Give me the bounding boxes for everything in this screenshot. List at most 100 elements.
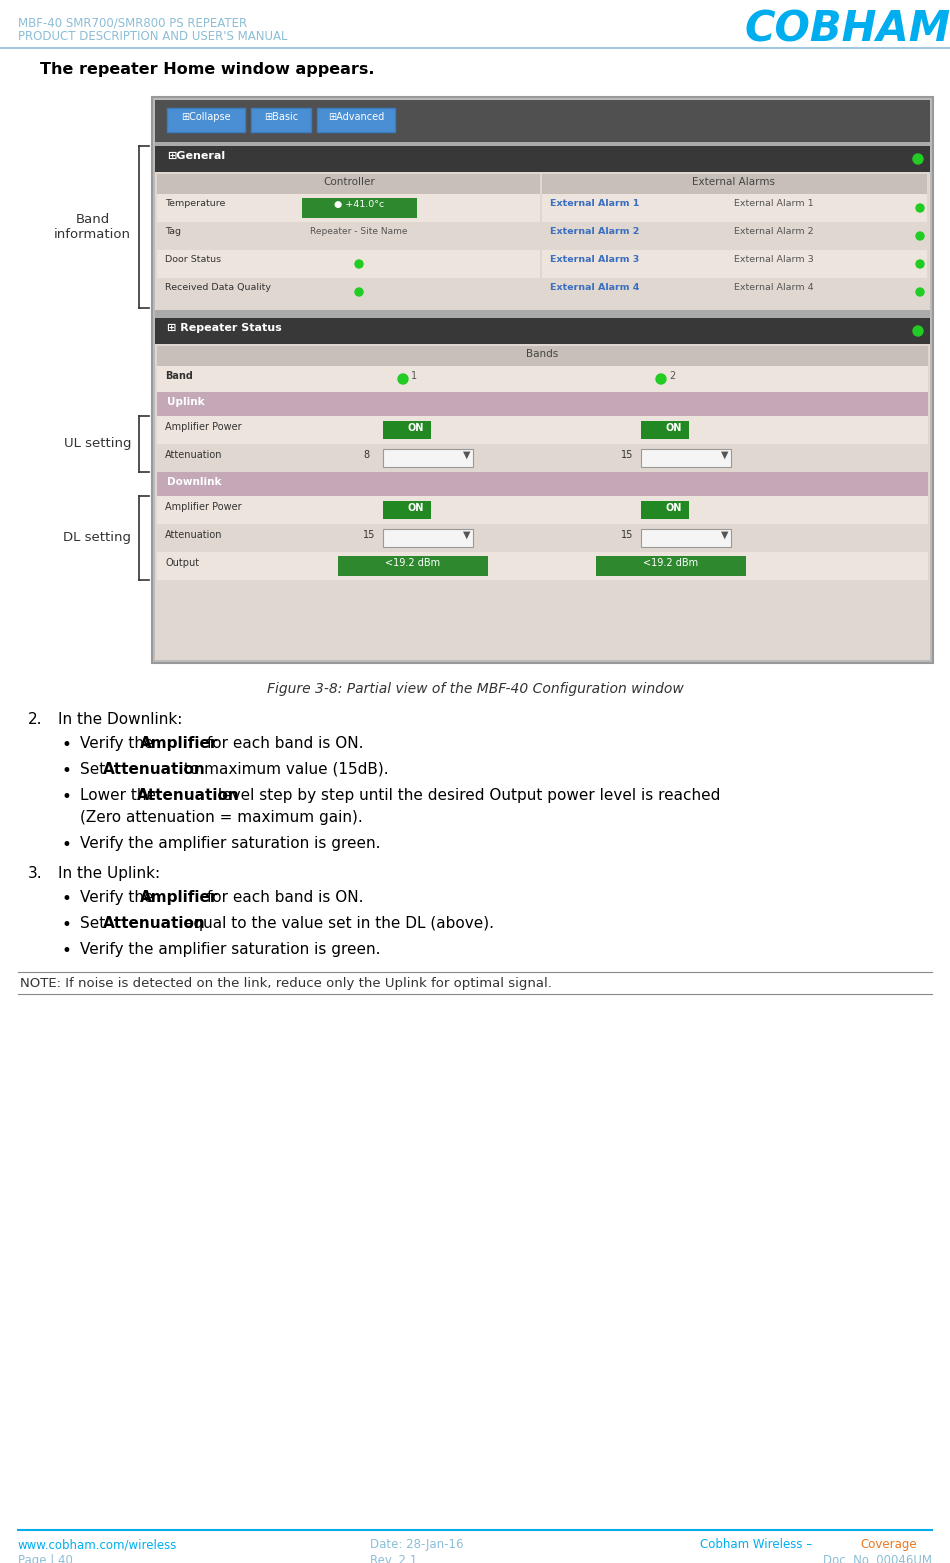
Bar xyxy=(542,173,927,194)
Text: (Zero attenuation = maximum gain).: (Zero attenuation = maximum gain). xyxy=(80,810,363,825)
Bar xyxy=(157,472,928,495)
Text: Coverage: Coverage xyxy=(860,1538,917,1550)
Text: Controller: Controller xyxy=(323,177,375,188)
Text: Figure 3-8: Partial view of the MBF-40 Configuration window: Figure 3-8: Partial view of the MBF-40 C… xyxy=(267,681,683,696)
Text: ▼: ▼ xyxy=(463,450,470,460)
Bar xyxy=(157,278,540,306)
Bar xyxy=(596,556,746,577)
Text: ⊞Advanced: ⊞Advanced xyxy=(328,113,384,122)
Bar xyxy=(152,97,933,663)
Bar xyxy=(383,502,431,519)
Text: •: • xyxy=(62,889,72,908)
Bar xyxy=(157,524,928,552)
Text: Amplifier Power: Amplifier Power xyxy=(165,422,241,431)
Text: Tag: Tag xyxy=(165,227,181,236)
Bar xyxy=(338,556,488,577)
Text: to maximum value (15dB).: to maximum value (15dB). xyxy=(179,763,389,777)
Circle shape xyxy=(916,205,924,213)
Circle shape xyxy=(916,288,924,295)
Bar xyxy=(251,108,311,131)
Circle shape xyxy=(913,155,923,164)
Text: Verify the: Verify the xyxy=(80,736,159,750)
Text: External Alarm 4: External Alarm 4 xyxy=(550,283,639,292)
Bar xyxy=(155,309,930,317)
Bar xyxy=(383,528,473,547)
Bar xyxy=(157,416,928,444)
Text: ON: ON xyxy=(407,424,424,433)
Text: ON: ON xyxy=(407,503,424,513)
Text: In the Downlink:: In the Downlink: xyxy=(58,713,182,727)
Text: 2: 2 xyxy=(669,370,675,381)
Text: Verify the amplifier saturation is green.: Verify the amplifier saturation is green… xyxy=(80,942,381,957)
Text: for each band is ON.: for each band is ON. xyxy=(202,736,364,750)
Text: Rev. 2.1: Rev. 2.1 xyxy=(370,1554,417,1563)
Text: Bands: Bands xyxy=(526,349,559,359)
Bar xyxy=(155,317,930,344)
Text: ▼: ▼ xyxy=(721,450,729,460)
Text: Band
information: Band information xyxy=(54,213,131,241)
Text: External Alarm 1: External Alarm 1 xyxy=(734,199,813,208)
Text: Amplifier: Amplifier xyxy=(140,889,219,905)
Circle shape xyxy=(656,374,666,384)
Bar xyxy=(542,278,927,306)
Text: Attenuation: Attenuation xyxy=(165,530,222,539)
Text: Verify the amplifier saturation is green.: Verify the amplifier saturation is green… xyxy=(80,836,381,850)
Text: 15: 15 xyxy=(363,530,375,539)
Bar xyxy=(383,420,431,439)
Circle shape xyxy=(913,327,923,336)
Text: 3.: 3. xyxy=(28,866,43,882)
Text: Attenuation: Attenuation xyxy=(103,763,206,777)
Circle shape xyxy=(916,231,924,241)
Text: COBHAM: COBHAM xyxy=(745,8,950,50)
Text: External Alarm 3: External Alarm 3 xyxy=(734,255,814,264)
Text: ⊞General: ⊞General xyxy=(167,152,225,161)
Text: Doc. No. 00046UM: Doc. No. 00046UM xyxy=(823,1554,932,1563)
Bar xyxy=(157,366,928,392)
Bar xyxy=(155,344,930,660)
Bar xyxy=(641,420,689,439)
Text: 15: 15 xyxy=(621,450,634,460)
Text: Received Data Quality: Received Data Quality xyxy=(165,283,271,292)
Text: External Alarm 2: External Alarm 2 xyxy=(734,227,813,236)
Circle shape xyxy=(916,259,924,267)
Text: •: • xyxy=(62,736,72,753)
Text: •: • xyxy=(62,788,72,807)
Text: 8: 8 xyxy=(363,450,370,460)
Text: Date: 28-Jan-16: Date: 28-Jan-16 xyxy=(370,1538,464,1550)
Text: ⊞ Repeater Status: ⊞ Repeater Status xyxy=(167,324,282,333)
Text: External Alarm 4: External Alarm 4 xyxy=(734,283,813,292)
Bar xyxy=(157,194,540,222)
Bar xyxy=(157,222,540,250)
Text: Page | 40: Page | 40 xyxy=(18,1554,73,1563)
Text: •: • xyxy=(62,916,72,935)
Text: equal to the value set in the DL (above).: equal to the value set in the DL (above)… xyxy=(179,916,494,932)
Text: •: • xyxy=(62,763,72,780)
Circle shape xyxy=(398,374,408,384)
Text: PRODUCT DESCRIPTION AND USER'S MANUAL: PRODUCT DESCRIPTION AND USER'S MANUAL xyxy=(18,30,288,44)
Bar xyxy=(383,449,473,467)
Text: 2.: 2. xyxy=(28,713,43,727)
Bar xyxy=(155,172,930,309)
Text: NOTE: If noise is detected on the link, reduce only the Uplink for optimal signa: NOTE: If noise is detected on the link, … xyxy=(20,977,552,989)
Bar xyxy=(155,145,930,172)
Text: In the Uplink:: In the Uplink: xyxy=(58,866,161,882)
Text: Attenuation: Attenuation xyxy=(137,788,239,803)
Text: External Alarms: External Alarms xyxy=(693,177,775,188)
Text: •: • xyxy=(62,942,72,960)
Text: ▼: ▼ xyxy=(463,530,470,539)
Text: Set: Set xyxy=(80,916,110,932)
Bar xyxy=(542,250,927,278)
Bar xyxy=(155,100,930,660)
Text: Downlink: Downlink xyxy=(167,477,221,488)
Text: •: • xyxy=(62,836,72,853)
Text: UL setting: UL setting xyxy=(64,438,131,450)
Text: Output: Output xyxy=(165,558,200,567)
Text: level step by step until the desired Output power level is reached: level step by step until the desired Out… xyxy=(213,788,720,803)
Bar xyxy=(167,108,245,131)
Bar xyxy=(157,345,928,366)
Text: External Alarm 2: External Alarm 2 xyxy=(550,227,639,236)
Bar xyxy=(155,100,930,142)
Text: Door Status: Door Status xyxy=(165,255,221,264)
Bar xyxy=(157,250,540,278)
Text: Verify the: Verify the xyxy=(80,889,159,905)
